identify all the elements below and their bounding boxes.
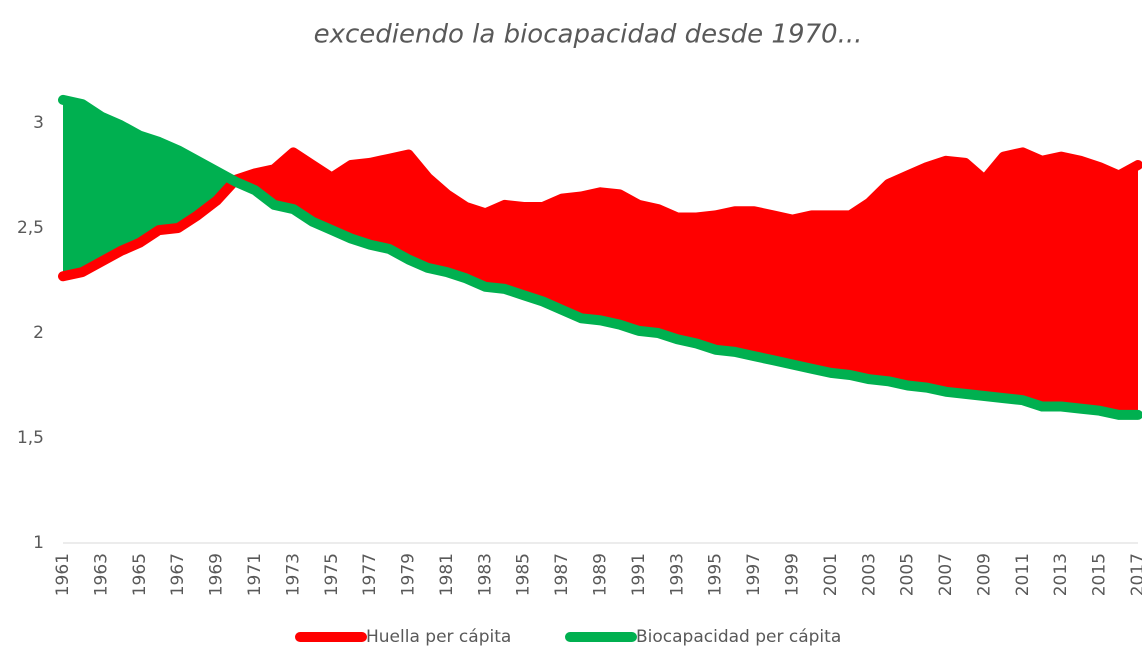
chart-title: excediendo la biocapacidad desde 1970...: [314, 20, 863, 50]
x-tick-label: 1975: [322, 553, 342, 596]
x-tick-label: 1971: [245, 553, 265, 596]
x-tick-label: 1961: [53, 553, 73, 596]
y-tick-label: 1,5: [17, 428, 44, 448]
y-tick-label: 2,5: [17, 218, 44, 238]
series-line: [58, 94, 1142, 420]
x-tick-label: 1999: [782, 553, 802, 596]
x-tick-label: 2005: [898, 553, 918, 596]
x-tick-label: 1965: [130, 553, 150, 596]
deficit-area: [63, 99, 1138, 415]
x-tick-label: 1963: [91, 553, 111, 596]
series-line: [58, 147, 1142, 282]
x-tick-label: 2007: [936, 553, 956, 596]
x-tick-label: 1977: [360, 553, 380, 596]
x-tick-label: 1967: [168, 553, 188, 596]
x-tick-label: 1985: [514, 553, 534, 596]
legend-label: Biocapacidad per cápita: [636, 627, 841, 647]
x-tick-label: 1979: [399, 553, 419, 596]
x-tick-label: 2009: [974, 553, 994, 596]
x-tick-label: 1973: [283, 553, 303, 596]
x-tick-label: 1991: [629, 553, 649, 596]
x-tick-label: 1983: [475, 553, 495, 596]
x-tick-label: 1981: [437, 553, 457, 596]
legend-label: Huella per cápita: [366, 627, 511, 647]
x-tick-label: 2015: [1090, 553, 1110, 596]
x-tick-label: 2003: [859, 553, 879, 596]
x-tick-label: 2011: [1013, 553, 1033, 596]
y-tick-label: 3: [33, 113, 44, 133]
x-tick-label: 1969: [207, 553, 227, 596]
x-tick-label: 2013: [1051, 553, 1071, 596]
x-tick-label: 1989: [591, 553, 611, 596]
x-tick-label: 1995: [706, 553, 726, 596]
x-tick-label: 2001: [821, 553, 841, 596]
y-tick-label: 2: [33, 323, 44, 343]
x-tick-label: 2017: [1128, 553, 1142, 596]
x-tick-label: 1987: [552, 553, 572, 596]
y-tick-label: 1: [33, 533, 44, 553]
x-tick-label: 1997: [744, 553, 764, 596]
x-tick-label: 1993: [667, 553, 687, 596]
